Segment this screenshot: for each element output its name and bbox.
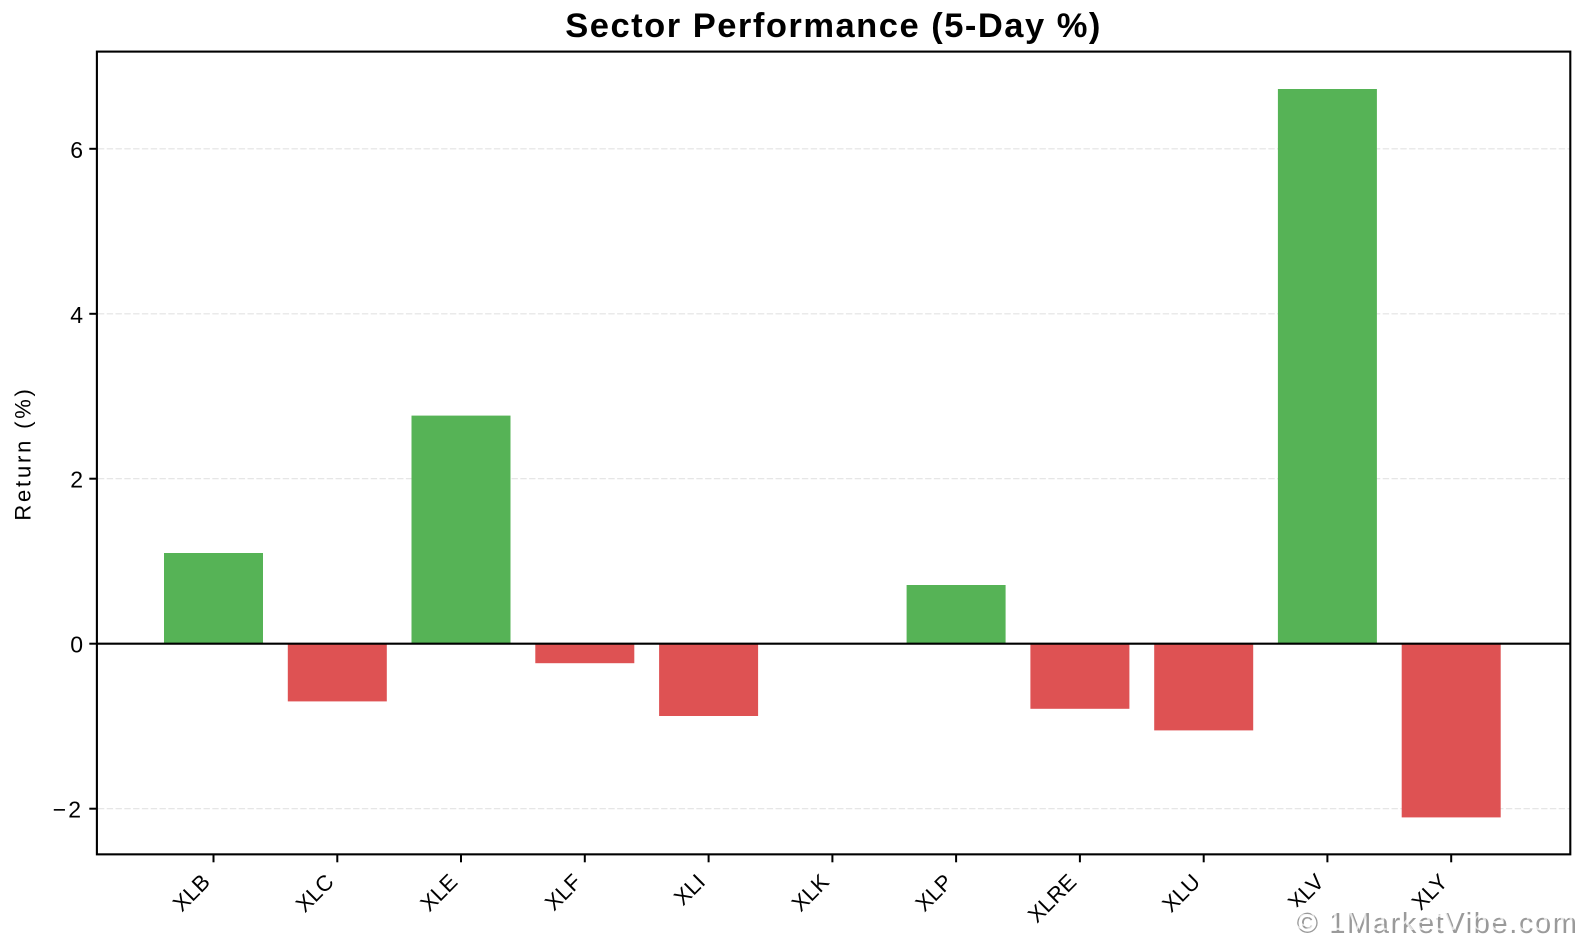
svg-text:4: 4 — [70, 302, 83, 328]
svg-text:© 1MarketVibe.com: © 1MarketVibe.com — [1294, 905, 1576, 937]
svg-text:Return (%): Return (%) — [11, 386, 36, 520]
svg-text:6: 6 — [70, 137, 83, 163]
svg-text:© 1MarketVibe.com: © 1MarketVibe.com — [1294, 905, 1576, 937]
svg-text:0: 0 — [70, 632, 83, 658]
svg-text:© 1MarketVibe.com: © 1MarketVibe.com — [1297, 908, 1579, 940]
svg-text:Sector Performance (5-Day %): Sector Performance (5-Day %) — [565, 7, 1102, 45]
svg-text:© 1MarketVibe.com: © 1MarketVibe.com — [1297, 908, 1579, 940]
svg-text:2: 2 — [70, 467, 83, 493]
svg-text:−2: −2 — [53, 797, 83, 823]
